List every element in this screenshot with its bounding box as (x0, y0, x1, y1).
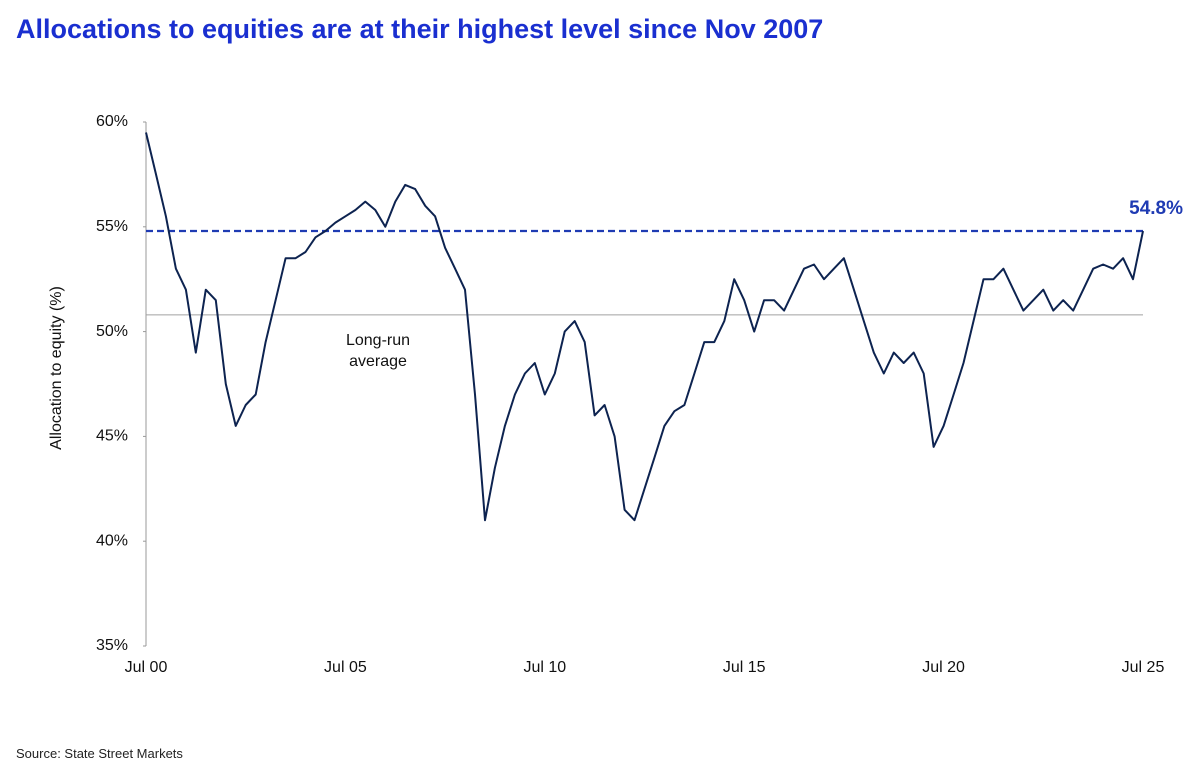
series-line (145, 132, 1144, 522)
x-tick-label: Jul 25 (1122, 659, 1165, 676)
average-label: Long-run average (345, 332, 411, 370)
y-axis-label: Allocation to equity (%) (48, 286, 65, 450)
x-tick-label: Jul 05 (324, 659, 367, 676)
source: Source: State Street Markets (16, 746, 183, 761)
y-tick-label: 35% (96, 637, 128, 654)
chart-title: Allocations to equities are at their hig… (16, 14, 824, 44)
x-tick-label: Jul 00 (125, 659, 168, 676)
x-tick-label: Jul 20 (922, 659, 965, 676)
current-label: 54.8% (1129, 198, 1183, 219)
y-tick-label: 45% (96, 428, 128, 445)
x-tick-label: Jul 15 (723, 659, 766, 676)
x-tick-label: Jul 10 (523, 659, 566, 676)
y-tick-label: 50% (96, 323, 128, 340)
y-tick-label: 60% (96, 113, 128, 130)
y-tick-label: 40% (96, 532, 128, 549)
y-tick-label: 55% (96, 218, 128, 235)
